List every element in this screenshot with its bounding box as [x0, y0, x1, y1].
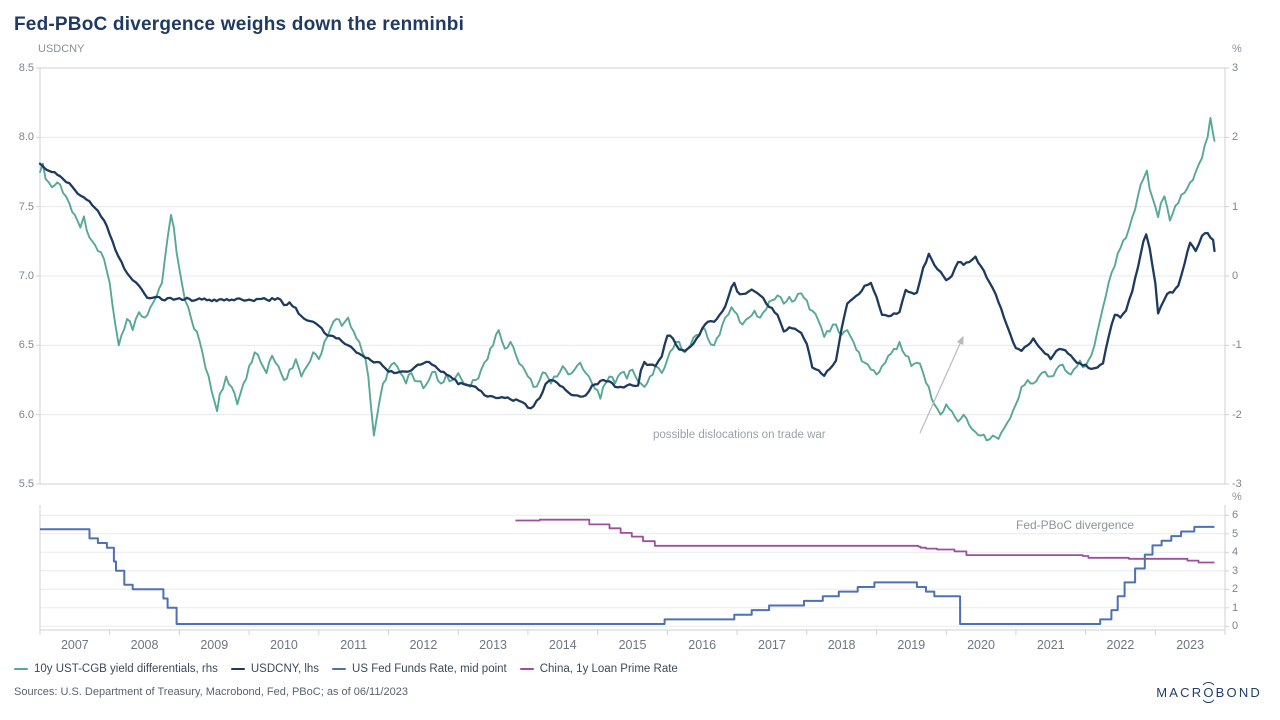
year-label-2020: 2020: [967, 638, 995, 652]
divergence-annotation: Fed-PBoC divergence: [1016, 518, 1135, 532]
top-right-tick-label: -3: [1232, 478, 1242, 490]
top-right-tick-label: 2: [1232, 131, 1239, 144]
top-panel-frame: [39, 67, 1226, 485]
macrobond-logo: MACROBOND: [1156, 681, 1262, 703]
legend-item-fed_funds: US Fed Funds Rate, mid point: [332, 663, 507, 675]
series-ust_cgb_diff-line: [39, 116, 1216, 442]
bottom-right-tick-label: 0: [1232, 620, 1239, 633]
year-label-2014: 2014: [548, 638, 577, 652]
source-note: Sources: U.S. Department of Treasury, Ma…: [14, 686, 408, 698]
legend: 10y UST-CGB yield differentials, rhs USDC…: [14, 663, 678, 675]
series-usdcny-line: [38, 162, 1216, 410]
logo-text-pre: MACR: [1156, 685, 1204, 700]
top-right-tick-label: 3: [1232, 62, 1239, 74]
legend-label: USDCNY, lhs: [250, 663, 320, 675]
legend-item-lpr: China, 1y Loan Prime Rate: [519, 663, 678, 675]
top-right-axis-unit: %: [1232, 43, 1242, 55]
top-left-tick-label: 7.0: [18, 270, 34, 282]
bottom-right-tick-label: 5: [1232, 527, 1239, 540]
bottom-right-tick-label: 6: [1232, 509, 1239, 522]
year-label-2013: 2013: [479, 638, 507, 652]
year-label-2008: 2008: [130, 638, 159, 652]
top-right-tick-label: -1: [1232, 339, 1242, 352]
logo-text-post: BOND: [1215, 685, 1262, 700]
legend-dash-icon: [230, 667, 245, 671]
year-label-2023: 2023: [1176, 638, 1205, 652]
year-label-2017: 2017: [758, 638, 786, 652]
top-left-tick-label: 6.0: [18, 408, 34, 421]
top-left-axis-label: USDCNY: [38, 43, 85, 55]
legend-dash-icon: [14, 667, 28, 671]
bottom-right-tick-label: 3: [1232, 564, 1239, 577]
year-label-2019: 2019: [897, 638, 926, 652]
year-label-2009: 2009: [200, 638, 229, 652]
trade-war-annotation: possible dislocations on trade war: [653, 429, 826, 441]
top-left-tick-label: 8.0: [18, 131, 34, 144]
bottom-right-axis-unit: %: [1232, 491, 1242, 503]
year-label-2010: 2010: [270, 638, 298, 652]
year-label-2022: 2022: [1106, 638, 1135, 652]
top-left-tick-label: 6.5: [18, 339, 34, 352]
bottom-right-tick-label: 1: [1232, 601, 1239, 614]
legend-label: US Fed Funds Rate, mid point: [352, 663, 507, 675]
legend-label: 10y UST-CGB yield differentials, rhs: [34, 663, 218, 675]
logo-text-o: O: [1203, 685, 1216, 700]
top-left-tick-label: 8.5: [18, 62, 34, 74]
top-left-tick-label: 5.5: [18, 478, 34, 490]
legend-dash-icon: [332, 667, 347, 671]
legend-item-usdcny: USDCNY, lhs: [230, 663, 320, 675]
year-label-2012: 2012: [409, 638, 438, 652]
series-lpr-line: [515, 518, 1215, 564]
top-right-tick-label: 1: [1232, 200, 1239, 213]
bottom-right-tick-label: 2: [1232, 583, 1239, 596]
bottom-right-tick-label: 4: [1232, 546, 1239, 559]
top-right-tick-label: 0: [1232, 270, 1239, 282]
logo-o-ring: O: [1200, 681, 1217, 703]
year-label-2011: 2011: [340, 638, 368, 652]
legend-item-ust_cgb_diff: 10y UST-CGB yield differentials, rhs: [14, 663, 218, 675]
year-label-2015: 2015: [618, 638, 647, 652]
year-label-2007: 2007: [60, 638, 89, 652]
year-label-2018: 2018: [827, 638, 856, 652]
year-label-2021: 2021: [1036, 638, 1065, 652]
annotation-arrow: [919, 335, 964, 434]
top-right-tick-label: -2: [1232, 408, 1242, 421]
chart-title: Fed-PBoC divergence weighs down the renm…: [14, 14, 465, 35]
top-left-tick-label: 7.5: [18, 200, 34, 213]
series-fed_funds-line: [40, 525, 1215, 625]
legend-label: China, 1y Loan Prime Rate: [539, 663, 678, 675]
legend-dash-icon: [519, 667, 534, 671]
year-label-2016: 2016: [688, 638, 717, 652]
